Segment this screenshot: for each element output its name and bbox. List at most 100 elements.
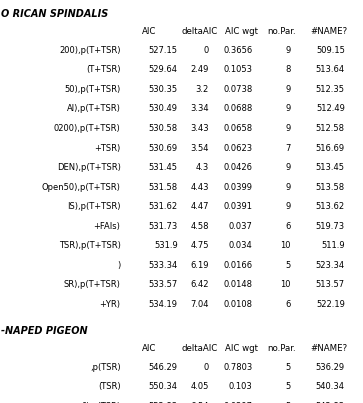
Text: Al),p(T+TSR): Al),p(T+TSR) <box>67 104 121 114</box>
Text: TSR),p(T+TSR): TSR),p(T+TSR) <box>59 241 121 250</box>
Text: 6: 6 <box>285 222 290 231</box>
Text: 0.0738: 0.0738 <box>223 85 252 94</box>
Text: 534.19: 534.19 <box>149 300 178 309</box>
Text: 512.35: 512.35 <box>316 85 345 94</box>
Text: 531.62: 531.62 <box>149 202 178 211</box>
Text: 10: 10 <box>280 241 290 250</box>
Text: 542.83: 542.83 <box>316 402 345 403</box>
Text: 3.34: 3.34 <box>190 104 209 114</box>
Text: 4.75: 4.75 <box>190 241 209 250</box>
Text: 5: 5 <box>285 402 290 403</box>
Text: 533.34: 533.34 <box>148 261 178 270</box>
Text: AIC wgt: AIC wgt <box>225 344 258 353</box>
Text: 550.34: 550.34 <box>149 382 178 391</box>
Text: no.Par.: no.Par. <box>267 27 295 36</box>
Text: 0.0426: 0.0426 <box>223 163 252 172</box>
Text: 536.29: 536.29 <box>316 363 345 372</box>
Text: 530.49: 530.49 <box>149 104 178 114</box>
Text: 9: 9 <box>285 104 290 114</box>
Text: 512.49: 512.49 <box>316 104 345 114</box>
Text: 0.0688: 0.0688 <box>223 104 252 114</box>
Text: 533.57: 533.57 <box>148 280 178 289</box>
Text: 4.43: 4.43 <box>190 183 209 192</box>
Text: 516.69: 516.69 <box>316 143 345 153</box>
Text: ,p(TSR): ,p(TSR) <box>90 363 121 372</box>
Text: 6.54: 6.54 <box>190 402 209 403</box>
Text: 530.58: 530.58 <box>149 124 178 133</box>
Text: SR),p(T+TSR): SR),p(T+TSR) <box>64 280 121 289</box>
Text: 531.58: 531.58 <box>149 183 178 192</box>
Text: 531.9: 531.9 <box>154 241 178 250</box>
Text: AIC: AIC <box>142 27 156 36</box>
Text: 531.45: 531.45 <box>149 163 178 172</box>
Text: 0.7803: 0.7803 <box>223 363 252 372</box>
Text: 522.19: 522.19 <box>316 300 345 309</box>
Text: (T+TSR): (T+TSR) <box>86 65 121 75</box>
Text: 546.29: 546.29 <box>149 363 178 372</box>
Text: 0.037: 0.037 <box>228 222 252 231</box>
Text: 10: 10 <box>280 280 290 289</box>
Text: 6.19: 6.19 <box>190 261 209 270</box>
Text: 0.0658: 0.0658 <box>223 124 252 133</box>
Text: 0.1053: 0.1053 <box>223 65 252 75</box>
Text: 6.42: 6.42 <box>190 280 209 289</box>
Text: 0: 0 <box>204 363 209 372</box>
Text: 0.0108: 0.0108 <box>223 300 252 309</box>
Text: 512.58: 512.58 <box>316 124 345 133</box>
Text: 9: 9 <box>285 202 290 211</box>
Text: 4.3: 4.3 <box>195 163 209 172</box>
Text: 200),p(T+TSR): 200),p(T+TSR) <box>59 46 121 55</box>
Text: AIC wgt: AIC wgt <box>225 27 258 36</box>
Text: 0: 0 <box>204 46 209 55</box>
Text: 0.0166: 0.0166 <box>223 261 252 270</box>
Text: 9: 9 <box>285 163 290 172</box>
Text: deltaAIC: deltaAIC <box>182 344 218 353</box>
Text: 8: 8 <box>285 65 290 75</box>
Text: 0.0391: 0.0391 <box>223 202 252 211</box>
Text: 2.49: 2.49 <box>190 65 209 75</box>
Text: +FAIs): +FAIs) <box>94 222 121 231</box>
Text: 513.64: 513.64 <box>316 65 345 75</box>
Text: 0.034: 0.034 <box>229 241 252 250</box>
Text: 4.47: 4.47 <box>190 202 209 211</box>
Text: 519.73: 519.73 <box>316 222 345 231</box>
Text: 4.58: 4.58 <box>190 222 209 231</box>
Text: 523.34: 523.34 <box>316 261 345 270</box>
Text: 530.69: 530.69 <box>149 143 178 153</box>
Text: 530.35: 530.35 <box>149 85 178 94</box>
Text: no.Par.: no.Par. <box>267 344 295 353</box>
Text: 531.73: 531.73 <box>148 222 178 231</box>
Text: #NAME?: #NAME? <box>310 344 347 353</box>
Text: 3.2: 3.2 <box>195 85 209 94</box>
Text: 0.0399: 0.0399 <box>223 183 252 192</box>
Text: 9: 9 <box>285 183 290 192</box>
Text: 7: 7 <box>285 143 290 153</box>
Text: 9: 9 <box>285 124 290 133</box>
Text: 0.103: 0.103 <box>229 382 252 391</box>
Text: 0.3656: 0.3656 <box>223 46 252 55</box>
Text: 0200),p(T+TSR): 0200),p(T+TSR) <box>54 124 121 133</box>
Text: 5: 5 <box>285 261 290 270</box>
Text: 0),p(TSR): 0),p(TSR) <box>81 402 121 403</box>
Text: 513.57: 513.57 <box>316 280 345 289</box>
Text: 50),p(T+TSR): 50),p(T+TSR) <box>64 85 121 94</box>
Text: ): ) <box>117 261 121 270</box>
Text: 9: 9 <box>285 46 290 55</box>
Text: 552.83: 552.83 <box>149 402 178 403</box>
Text: +TSR): +TSR) <box>94 143 121 153</box>
Text: 0.0297: 0.0297 <box>223 402 252 403</box>
Text: 5: 5 <box>285 382 290 391</box>
Text: 7.04: 7.04 <box>190 300 209 309</box>
Text: DEN),p(T+TSR): DEN),p(T+TSR) <box>57 163 121 172</box>
Text: (TSR): (TSR) <box>98 382 121 391</box>
Text: AIC: AIC <box>142 344 156 353</box>
Text: +YR): +YR) <box>99 300 121 309</box>
Text: 0.0623: 0.0623 <box>223 143 252 153</box>
Text: 4.05: 4.05 <box>190 382 209 391</box>
Text: 511.9: 511.9 <box>321 241 345 250</box>
Text: 513.45: 513.45 <box>316 163 345 172</box>
Text: deltaAIC: deltaAIC <box>182 27 218 36</box>
Text: 529.64: 529.64 <box>149 65 178 75</box>
Text: O RICAN SPINDALIS: O RICAN SPINDALIS <box>1 9 108 19</box>
Text: #NAME?: #NAME? <box>310 27 347 36</box>
